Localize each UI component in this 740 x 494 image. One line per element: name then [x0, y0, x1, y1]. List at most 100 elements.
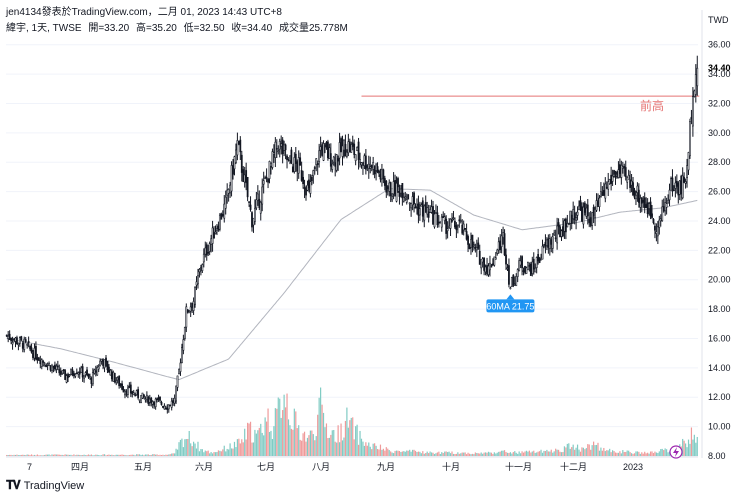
candle-body	[554, 237, 557, 240]
candle-body	[334, 162, 337, 167]
volume-bar	[280, 417, 282, 456]
candle-body	[585, 207, 588, 217]
price-tick: 20.00	[708, 275, 731, 285]
candle-body	[369, 166, 372, 169]
volume-bar	[375, 445, 377, 456]
volume-bar	[587, 444, 589, 456]
candle-body	[623, 165, 626, 169]
volume-bar	[67, 454, 69, 456]
volume-bar	[473, 454, 475, 456]
candle-body	[579, 200, 582, 210]
candle-body	[322, 143, 325, 161]
volume-bar	[254, 429, 256, 456]
candle-body	[274, 141, 277, 158]
candle-body	[633, 189, 636, 198]
volume-bar	[11, 455, 14, 456]
volume-bar	[585, 448, 587, 456]
candle-body	[486, 265, 488, 275]
candle-body	[350, 144, 353, 153]
volume-bar	[136, 454, 138, 456]
volume-bar	[531, 451, 533, 456]
candle-body	[166, 407, 169, 410]
candle-body	[550, 239, 553, 245]
volume-bar	[28, 454, 30, 456]
candle-body	[258, 198, 261, 209]
volume-bar	[514, 451, 516, 456]
volume-bar	[623, 451, 625, 456]
candle-body	[353, 143, 356, 155]
volume-bar	[509, 452, 512, 456]
volume-bar	[228, 449, 230, 456]
candle-body	[439, 221, 442, 224]
volume-bar	[333, 429, 335, 456]
volume-bar	[620, 453, 622, 456]
candle-body	[604, 183, 607, 199]
volume-bar	[591, 445, 593, 456]
volume-bar	[520, 453, 522, 456]
candle-body	[618, 164, 621, 174]
candle-body	[446, 228, 449, 232]
candle-body	[356, 147, 359, 152]
price-tick: 22.00	[708, 245, 731, 255]
candle-body	[324, 143, 326, 145]
candle-body	[686, 165, 688, 179]
candle-body	[578, 205, 580, 211]
candle-body	[388, 182, 391, 192]
volume-bar	[49, 455, 52, 456]
volume-bar	[657, 452, 659, 456]
candle-body	[429, 209, 432, 213]
candle-body	[52, 365, 55, 368]
candle-body	[545, 239, 548, 247]
candle-body	[497, 241, 500, 251]
volume-bar	[403, 451, 405, 456]
candle-body	[183, 327, 186, 339]
volume-bar	[553, 451, 555, 456]
candle-body	[359, 159, 361, 163]
candle-body	[297, 157, 300, 174]
candle-body	[270, 162, 272, 167]
volume-bar	[160, 455, 163, 456]
candle-body	[7, 335, 10, 339]
candle-body	[627, 174, 630, 180]
volume-bar	[102, 454, 104, 456]
volume-bar	[432, 452, 434, 456]
volume-bar	[283, 394, 285, 456]
candle-body	[445, 218, 448, 234]
candle-body	[55, 365, 58, 370]
volume-bar	[20, 454, 22, 456]
candle-body	[70, 368, 72, 375]
candle-body	[84, 372, 87, 376]
candle-body	[674, 182, 677, 189]
symbol-label[interactable]: 緯宇, 1天, TWSE	[6, 23, 82, 34]
candle-body	[436, 212, 439, 226]
candle-body	[90, 378, 93, 384]
volume-bar	[477, 453, 479, 456]
candle-body	[338, 142, 341, 159]
volume-bar	[476, 452, 478, 456]
candle-body	[48, 363, 50, 367]
volume-bar	[414, 450, 417, 456]
volume-bar	[71, 455, 74, 456]
candle-body	[230, 165, 233, 192]
candle-body	[89, 375, 91, 378]
volume-bar	[207, 450, 209, 456]
volume-bar	[593, 441, 595, 456]
volume-bar	[265, 421, 268, 456]
volume-bar	[407, 450, 409, 456]
candle-body	[74, 373, 77, 377]
volume-bar	[416, 451, 418, 456]
volume-bar	[501, 450, 503, 456]
volume-bar	[144, 454, 147, 456]
volume-bar	[371, 449, 373, 456]
volume-bar	[560, 452, 563, 456]
volume-bar	[464, 452, 466, 456]
candle-body	[243, 174, 246, 183]
candle-body	[46, 363, 49, 366]
volume-bar	[357, 444, 360, 456]
flash-icon[interactable]	[669, 445, 683, 459]
candle-body	[289, 155, 291, 161]
volume-bar	[134, 455, 136, 456]
candle-body	[312, 170, 315, 177]
volume-bar	[289, 425, 291, 456]
